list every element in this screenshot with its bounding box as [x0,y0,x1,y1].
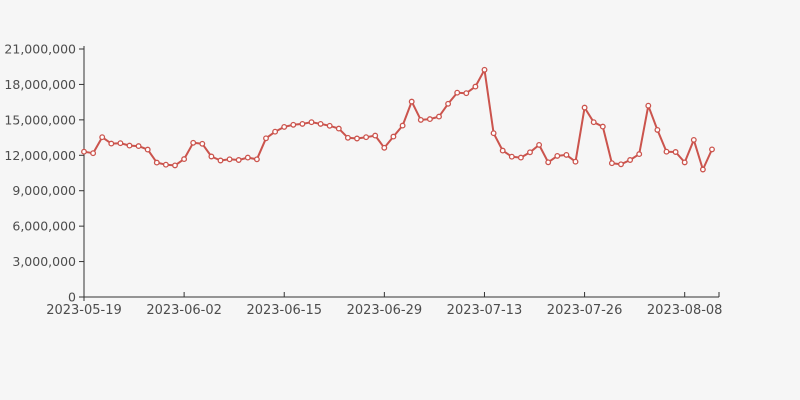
data-point-marker [399,122,406,129]
data-point-marker [654,126,661,133]
data-point-marker [308,119,315,126]
x-axis-tick-label: 2023-07-26 [547,303,623,318]
data-point-marker [99,134,106,141]
data-point-marker [90,150,97,157]
data-point-marker [390,133,397,140]
y-axis-tick-label: 18,000,000 [4,77,76,92]
data-point-marker [590,119,597,126]
data-point-marker [144,146,151,153]
data-point-marker [527,149,533,156]
data-point-marker [363,134,370,141]
data-point-marker [190,139,197,146]
data-series-line [83,68,713,171]
data-point-marker [408,98,415,105]
data-point-marker [162,161,169,168]
y-axis-tick-label: 21,000,000 [4,42,76,57]
data-point-marker [436,113,442,120]
data-point-marker [645,102,652,109]
data-point-marker [463,90,470,97]
y-axis-tick-label: 12,000,000 [4,148,76,163]
data-point-marker [572,158,579,165]
data-point-marker [681,159,688,166]
data-point-marker [117,140,124,147]
x-axis-tick-label: 2023-08-08 [647,303,723,318]
data-point-marker [499,147,506,154]
x-axis-tick-label: 2023-07-13 [447,303,523,318]
data-point-marker [235,157,242,163]
data-point-marker [545,159,552,166]
data-point-marker [381,144,388,151]
data-point-marker [454,89,461,96]
data-point-marker [426,116,433,123]
data-point-marker [226,156,233,163]
data-point-marker [290,121,297,128]
data-point-marker [344,134,351,141]
data-point-marker [636,151,643,158]
data-point-marker [554,152,561,159]
data-point-marker [108,140,115,147]
y-axis-tick-label: 6,000,000 [12,219,76,234]
data-point-marker [199,140,206,147]
data-point-marker [335,125,342,132]
data-point-marker [481,66,488,73]
data-point-marker [445,100,452,107]
data-point-marker [326,122,333,129]
data-point-marker [217,157,224,164]
data-point-marker [663,148,670,155]
data-point-marker [517,154,524,161]
data-point-marker [208,153,215,160]
data-point-marker [618,161,624,168]
y-axis-tick-label: 3,000,000 [12,254,76,269]
data-point-marker [153,159,160,166]
data-point-marker [81,148,87,155]
data-point-marker [672,149,679,155]
data-point-marker [490,130,497,137]
y-axis-tick-label: 0 [68,290,76,305]
data-point-marker [172,162,178,169]
x-axis-tick-label: 2023-06-15 [246,303,322,318]
data-point-marker [354,135,360,142]
y-axis-tick-label: 9,000,000 [12,183,76,198]
data-point-marker [508,153,515,160]
data-point-marker [135,143,142,150]
x-axis-tick-label: 2023-06-02 [146,303,222,318]
data-point-marker [126,142,133,149]
data-point-marker [563,151,570,158]
data-point-marker [690,136,697,143]
data-point-marker [699,166,706,173]
data-point-marker [536,141,543,148]
data-point-marker [581,104,588,111]
data-point-marker [709,146,715,153]
data-point-marker [627,157,634,163]
data-point-marker [599,123,606,130]
x-axis-tick-label: 2023-06-29 [347,303,423,318]
data-point-marker [253,156,260,163]
y-axis-tick-label: 15,000,000 [4,112,76,127]
x-axis-tick-label: 2023-05-19 [46,303,122,318]
data-point-marker [299,120,306,127]
data-point-marker [181,156,188,163]
data-point-marker [263,135,269,142]
data-point-marker [317,120,324,127]
data-point-marker [281,123,288,130]
data-point-marker [472,83,479,90]
data-point-marker [244,154,251,161]
data-point-marker [372,132,379,139]
data-point-marker [272,128,279,135]
data-point-marker [417,116,424,123]
data-point-marker [608,160,615,167]
